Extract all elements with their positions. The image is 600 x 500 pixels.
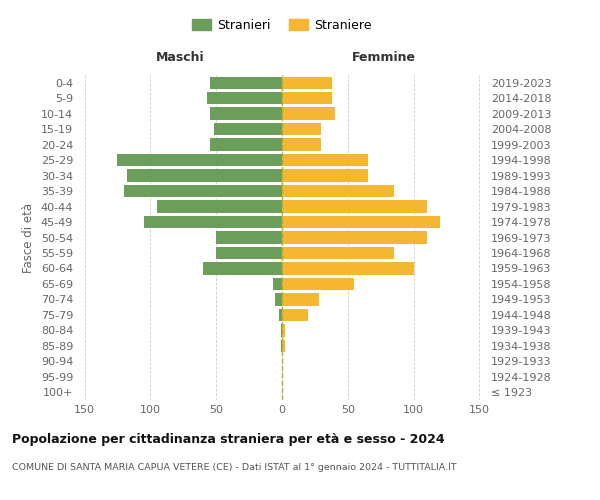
Bar	[282, 340, 284, 352]
Bar	[157, 200, 282, 212]
Bar	[282, 262, 413, 274]
Bar	[281, 324, 282, 336]
Bar	[282, 308, 308, 321]
Bar	[282, 185, 394, 198]
Bar	[207, 92, 282, 104]
Text: Femmine: Femmine	[352, 51, 416, 64]
Bar	[282, 247, 394, 259]
Bar	[118, 154, 282, 166]
Bar	[209, 138, 282, 151]
Bar	[281, 340, 282, 352]
Bar	[214, 123, 282, 136]
Bar	[282, 170, 368, 182]
Bar	[273, 278, 282, 290]
Bar	[282, 108, 335, 120]
Bar	[282, 76, 332, 89]
Bar	[282, 138, 322, 151]
Bar	[124, 185, 282, 198]
Bar	[280, 308, 282, 321]
Bar	[282, 154, 368, 166]
Bar	[282, 92, 332, 104]
Bar	[282, 200, 427, 212]
Bar	[282, 278, 355, 290]
Bar	[209, 76, 282, 89]
Text: Maschi: Maschi	[155, 51, 205, 64]
Text: Popolazione per cittadinanza straniera per età e sesso - 2024: Popolazione per cittadinanza straniera p…	[12, 432, 445, 446]
Bar	[275, 293, 282, 306]
Legend: Stranieri, Straniere: Stranieri, Straniere	[187, 14, 377, 37]
Bar	[127, 170, 282, 182]
Bar	[216, 247, 282, 259]
Bar	[203, 262, 282, 274]
Bar	[282, 293, 319, 306]
Bar	[282, 324, 284, 336]
Bar	[209, 108, 282, 120]
Text: COMUNE DI SANTA MARIA CAPUA VETERE (CE) - Dati ISTAT al 1° gennaio 2024 - TUTTIT: COMUNE DI SANTA MARIA CAPUA VETERE (CE) …	[12, 462, 457, 471]
Bar	[282, 123, 322, 136]
Bar	[282, 232, 427, 243]
Bar	[216, 232, 282, 243]
Bar	[282, 216, 440, 228]
Y-axis label: Fasce di età: Fasce di età	[22, 202, 35, 272]
Bar	[144, 216, 282, 228]
